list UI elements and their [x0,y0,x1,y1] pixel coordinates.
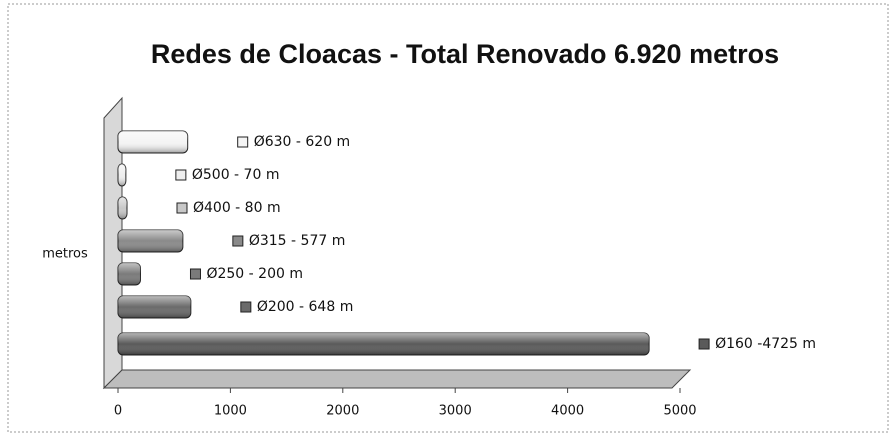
x-tick-label: 4000 [551,404,584,419]
legend-marker [189,268,201,280]
legend-marker [240,301,252,313]
bar-shade [118,263,141,285]
legend-marker [175,169,187,181]
floor [102,369,692,389]
data-label: Ø400 - 80 m [193,200,281,216]
data-label: Ø315 - 577 m [249,233,346,249]
y-axis-label: metros [42,247,88,262]
bar-shade [118,296,191,318]
x-tick-label: 5000 [663,404,696,419]
x-tick-label: 3000 [439,404,472,419]
bar-shade [118,197,127,219]
legend-marker [176,202,188,214]
legend-marker [698,338,710,350]
x-tick-label: 0 [114,404,122,419]
bar-shade [118,164,126,186]
legend-marker [232,235,244,247]
bar-shade [118,131,188,153]
chart-title: Redes de Cloacas - Total Renovado 6.920 … [151,39,779,69]
data-label: Ø500 - 70 m [192,167,280,183]
chart-frame [7,3,889,433]
data-label: Ø630 - 620 m [254,134,351,150]
legend-marker [237,136,249,148]
data-label: Ø250 - 200 m [206,266,303,282]
bar-shade [118,333,650,355]
data-label: Ø200 - 648 m [257,299,354,315]
data-label: Ø160 -4725 m [715,336,816,352]
bar-shade [118,230,183,252]
x-tick-label: 1000 [214,404,247,419]
x-tick-label: 2000 [326,404,359,419]
